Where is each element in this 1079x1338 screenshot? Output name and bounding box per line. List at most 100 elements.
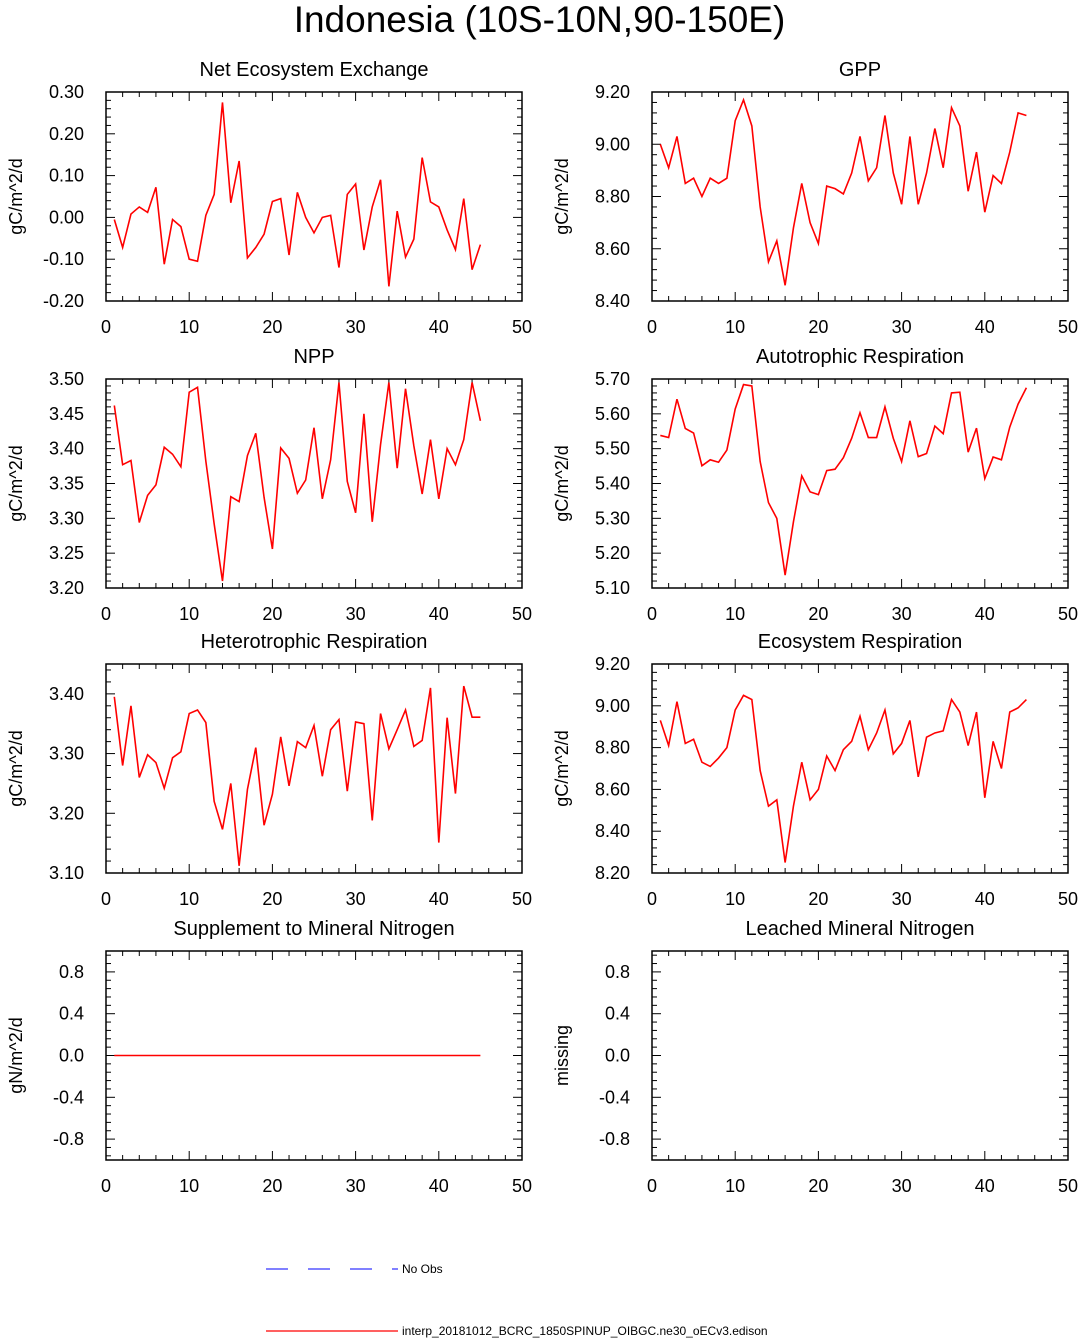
x-tick-label: 50 xyxy=(1058,889,1078,909)
x-tick-label: 10 xyxy=(179,317,199,337)
x-tick-label: 30 xyxy=(892,604,912,624)
x-tick-label: 50 xyxy=(1058,317,1078,337)
series-line xyxy=(113,382,482,582)
y-tick-label: 3.30 xyxy=(49,508,84,528)
x-tick-label: 40 xyxy=(429,604,449,624)
plot-frame xyxy=(105,663,523,874)
x-tick-label: 30 xyxy=(892,1176,912,1196)
x-tick-label: 30 xyxy=(346,604,366,624)
y-tick-label: 9.20 xyxy=(595,654,630,674)
x-tick-label: 20 xyxy=(808,1176,828,1196)
y-tick-label: 8.80 xyxy=(595,187,630,207)
panel-title: Autotrophic Respiration xyxy=(756,346,964,368)
y-tick-label: 9.00 xyxy=(595,696,630,716)
x-tick-label: 30 xyxy=(346,317,366,337)
x-tick-label: 0 xyxy=(647,1176,657,1196)
x-tick-label: 20 xyxy=(808,604,828,624)
y-tick-label: 0.10 xyxy=(49,166,84,186)
y-tick-label: 3.40 xyxy=(49,439,84,459)
x-tick-label: 50 xyxy=(1058,1176,1078,1196)
y-tick-label: 5.40 xyxy=(595,474,630,494)
x-tick-label: 0 xyxy=(101,604,111,624)
x-tick-label: 50 xyxy=(512,317,532,337)
x-tick-label: 20 xyxy=(808,317,828,337)
x-tick-label: 40 xyxy=(429,1176,449,1196)
x-tick-label: 20 xyxy=(262,604,282,624)
x-tick-label: 10 xyxy=(725,604,745,624)
panel-title: Ecosystem Respiration xyxy=(758,631,963,653)
y-tick-label: 3.20 xyxy=(49,578,84,598)
y-tick-label: 3.45 xyxy=(49,404,84,424)
y-tick-label: 9.00 xyxy=(595,134,630,154)
page-title: Indonesia (10S-10N,90-150E) xyxy=(293,0,786,40)
x-tick-label: 0 xyxy=(101,889,111,909)
x-tick-label: 10 xyxy=(179,604,199,624)
x-tick-label: 10 xyxy=(179,889,199,909)
y-axis-label: gC/m^2/d xyxy=(6,445,26,521)
plot-frame xyxy=(105,378,523,589)
series-line xyxy=(660,383,1028,576)
x-tick-label: 40 xyxy=(975,1176,995,1196)
y-axis-label: gC/m^2/d xyxy=(6,730,26,806)
y-tick-label: 3.35 xyxy=(49,474,84,494)
y-tick-label: 3.10 xyxy=(49,863,84,883)
y-tick-label: -0.8 xyxy=(53,1129,84,1149)
plot-frame xyxy=(651,663,1069,874)
y-tick-label: -0.4 xyxy=(599,1087,630,1107)
x-tick-label: 30 xyxy=(892,889,912,909)
x-tick-label: 30 xyxy=(346,889,366,909)
series-line xyxy=(113,102,482,287)
x-tick-label: 0 xyxy=(101,1176,111,1196)
y-tick-label: 0.00 xyxy=(49,207,84,227)
y-tick-label: 5.30 xyxy=(595,508,630,528)
y-tick-label: 0.20 xyxy=(49,124,84,144)
y-axis-label: gC/m^2/d xyxy=(552,730,572,806)
x-tick-label: 10 xyxy=(725,889,745,909)
legend-model-label: interp_20181012_BCRC_1850SPINUP_OIBGC.ne… xyxy=(402,1324,768,1338)
plot-frame xyxy=(651,950,1069,1161)
x-tick-label: 20 xyxy=(262,889,282,909)
panel-title: GPP xyxy=(839,59,881,81)
x-tick-label: 20 xyxy=(262,1176,282,1196)
y-tick-label: 5.50 xyxy=(595,439,630,459)
y-tick-label: 0.30 xyxy=(49,82,84,102)
y-tick-label: 8.40 xyxy=(595,291,630,311)
y-tick-label: 5.10 xyxy=(595,578,630,598)
panel-title: Heterotrophic Respiration xyxy=(201,631,428,653)
y-axis-label: gN/m^2/d xyxy=(6,1017,26,1093)
y-tick-label: 3.40 xyxy=(49,684,84,704)
panel-title: Net Ecosystem Exchange xyxy=(200,59,429,81)
x-tick-label: 30 xyxy=(892,317,912,337)
y-tick-label: 8.60 xyxy=(595,779,630,799)
y-tick-label: -0.20 xyxy=(43,291,84,311)
y-tick-label: 8.40 xyxy=(595,821,630,841)
x-tick-label: 10 xyxy=(179,1176,199,1196)
series-line xyxy=(659,97,1027,286)
x-tick-label: 10 xyxy=(725,317,745,337)
x-tick-label: 50 xyxy=(512,1176,532,1196)
panel-title: NPP xyxy=(293,346,334,368)
x-tick-label: 40 xyxy=(975,604,995,624)
series-line xyxy=(659,694,1027,863)
y-axis-label: gC/m^2/d xyxy=(552,158,572,234)
x-tick-label: 40 xyxy=(429,317,449,337)
y-tick-label: 8.20 xyxy=(595,863,630,883)
y-tick-label: 3.25 xyxy=(49,543,84,563)
series-line xyxy=(113,685,481,866)
y-tick-label: 0.0 xyxy=(605,1046,630,1066)
y-tick-label: 5.70 xyxy=(595,369,630,389)
x-tick-label: 40 xyxy=(429,889,449,909)
y-tick-label: -0.8 xyxy=(599,1129,630,1149)
y-axis-label: missing xyxy=(552,1025,572,1086)
y-tick-label: -0.4 xyxy=(53,1087,84,1107)
y-tick-label: 3.50 xyxy=(49,369,84,389)
y-axis-label: gC/m^2/d xyxy=(6,158,26,234)
y-tick-label: -0.10 xyxy=(43,249,84,269)
x-tick-label: 20 xyxy=(262,317,282,337)
y-tick-label: 3.20 xyxy=(49,803,84,823)
x-tick-label: 0 xyxy=(101,317,111,337)
y-tick-label: 8.80 xyxy=(595,738,630,758)
y-tick-label: 0.4 xyxy=(605,1004,630,1024)
y-tick-label: 8.60 xyxy=(595,239,630,259)
